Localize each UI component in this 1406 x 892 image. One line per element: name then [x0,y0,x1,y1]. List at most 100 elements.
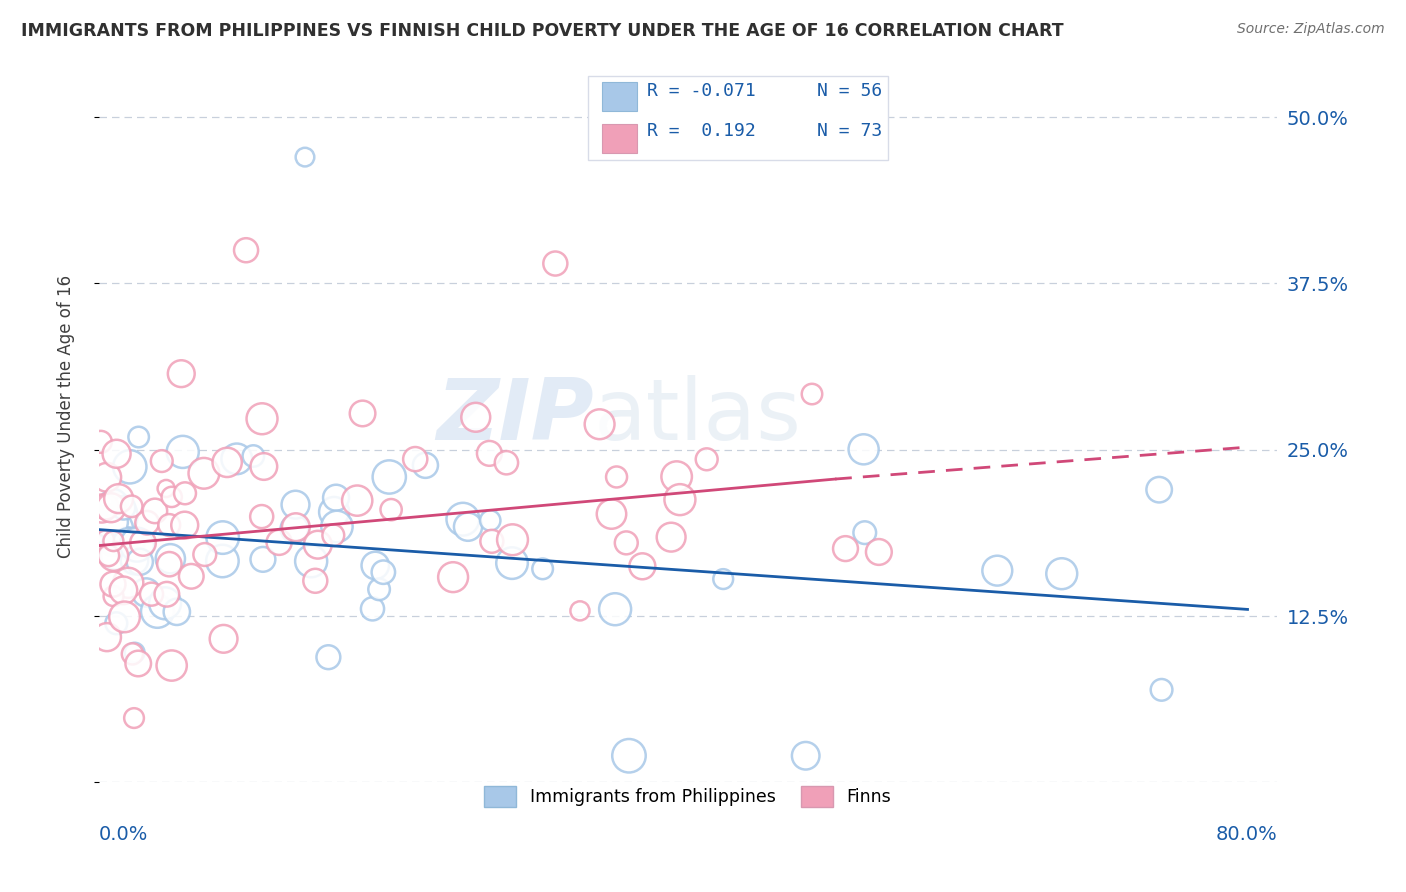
Point [346,493,368,508]
Point [117,536,139,550]
Text: 80.0%: 80.0% [1215,825,1277,844]
Point [94,500,117,514]
Text: atlas: atlas [593,375,801,458]
Point [122,711,145,725]
Text: 0.0%: 0.0% [98,825,148,844]
Point [568,604,591,618]
Bar [588,77,889,161]
Point [194,548,217,562]
Legend: Immigrants from Philippines, Finns: Immigrants from Philippines, Finns [478,779,898,814]
Point [325,491,347,505]
Text: ZIP: ZIP [436,375,593,458]
Point [283,522,305,536]
Point [501,556,523,570]
Point [284,520,307,534]
Point [253,459,276,474]
Point [112,500,135,515]
Point [495,456,517,470]
Point [128,555,150,569]
Point [159,551,181,566]
Point [322,528,344,542]
Text: R =  0.192: R = 0.192 [647,122,755,140]
Point [96,630,118,644]
Point [326,519,349,533]
Point [299,554,322,568]
Point [173,518,195,533]
Point [124,553,146,567]
Point [101,577,124,591]
Point [160,490,183,504]
Point [404,452,426,467]
Bar [602,124,637,153]
Point [170,367,193,381]
Point [117,575,139,590]
Point [141,587,163,601]
Point [166,605,188,619]
Point [100,500,122,515]
Point [103,509,125,524]
Point [603,602,626,616]
Point [103,534,125,549]
Point [155,482,177,496]
Point [614,536,637,550]
Point [90,434,112,449]
Point [117,537,139,551]
Point [451,512,474,526]
Point [124,646,146,660]
Point [250,411,273,425]
Point [211,531,233,545]
Point [121,647,143,661]
Point [986,564,1008,578]
Point [114,610,136,624]
Point [125,538,148,552]
Point [801,387,824,401]
Point [96,470,118,484]
Point [143,504,166,518]
Point [252,552,274,566]
Point [373,565,395,579]
Point [150,454,173,468]
Point [172,445,194,459]
Text: N = 73: N = 73 [817,122,883,140]
Point [94,533,117,547]
Point [121,500,143,514]
Point [127,657,149,671]
Point [368,582,391,597]
Point [1147,483,1170,497]
Point [457,520,479,534]
Point [103,589,125,603]
Point [380,502,402,516]
Point [180,569,202,583]
Point [588,417,610,432]
Point [531,562,554,576]
Point [441,570,464,584]
Point [415,458,437,473]
Point [1050,566,1073,581]
Y-axis label: Child Poverty Under the Age of 16: Child Poverty Under the Age of 16 [58,275,75,558]
Text: IMMIGRANTS FROM PHILIPPINES VS FINNISH CHILD POVERTY UNDER THE AGE OF 16 CORRELA: IMMIGRANTS FROM PHILIPPINES VS FINNISH C… [21,22,1064,40]
Point [103,496,125,510]
Point [364,558,387,573]
Point [225,451,247,466]
Point [544,256,567,270]
Point [318,650,340,665]
Point [135,585,157,599]
Point [606,470,628,484]
Point [669,492,692,507]
Point [659,530,682,544]
Point [160,658,183,673]
Point [103,549,125,564]
Point [853,525,876,540]
Point [631,559,654,574]
Point [464,410,486,425]
Point [100,515,122,529]
Point [132,536,155,550]
Point [600,507,623,521]
Point [104,549,127,563]
Point [711,572,734,586]
Point [294,150,316,164]
Point [212,632,235,646]
Point [136,516,159,530]
Point [193,467,215,481]
Point [156,587,179,601]
